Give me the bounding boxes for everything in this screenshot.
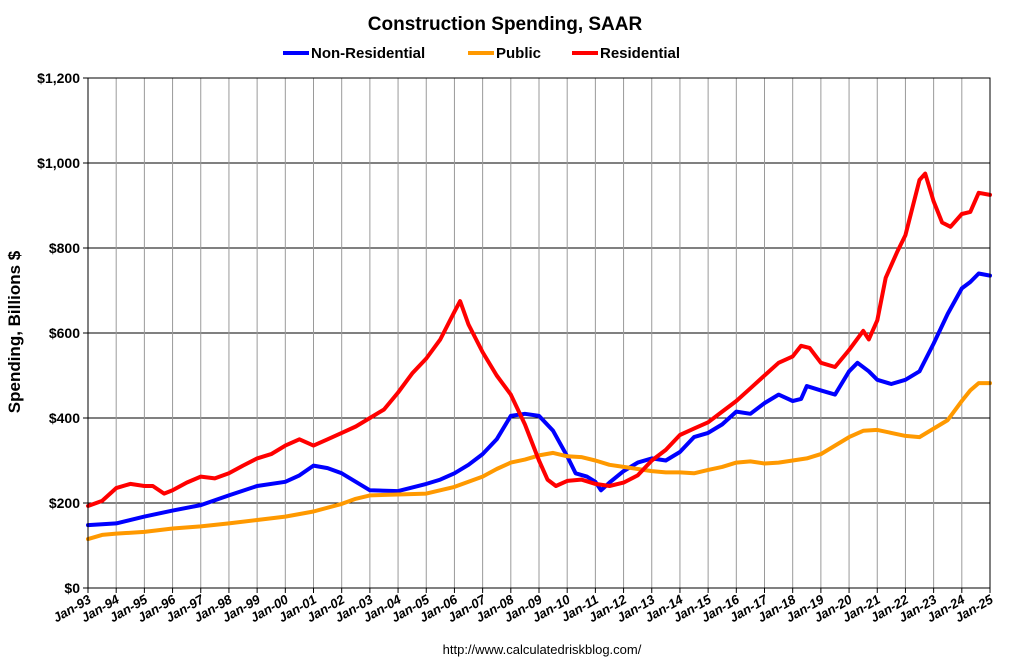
legend-label-public: Public [496,45,541,62]
series-group [86,171,992,542]
y-tick-label: $200 [49,495,80,511]
series-line-residential [86,171,992,508]
y-tick-label: $1,200 [37,70,80,86]
legend: Non-Residential Public Residential [283,45,680,62]
y-axis: $0 $200 $400 $600 $800 $1,000 $1,200 [37,70,88,596]
source-url: http://www.calculatedriskblog.com/ [443,642,642,657]
y-tick-label: $400 [49,410,80,426]
x-axis: Jan-93Jan-94Jan-95Jan-96Jan-97Jan-98Jan-… [50,588,996,625]
y-axis-label: Spending, Billions $ [5,250,24,413]
y-tick-label: $800 [49,240,80,256]
y-tick-label: $1,000 [37,155,80,171]
legend-label-non-residential: Non-Residential [311,45,425,62]
legend-label-residential: Residential [600,45,680,62]
y-tick-label: $600 [49,325,80,341]
series-line-non-residential [86,271,992,528]
series-line-public [86,381,992,542]
chart-title: Construction Spending, SAAR [368,14,643,35]
y-tick-label: $0 [64,580,80,596]
